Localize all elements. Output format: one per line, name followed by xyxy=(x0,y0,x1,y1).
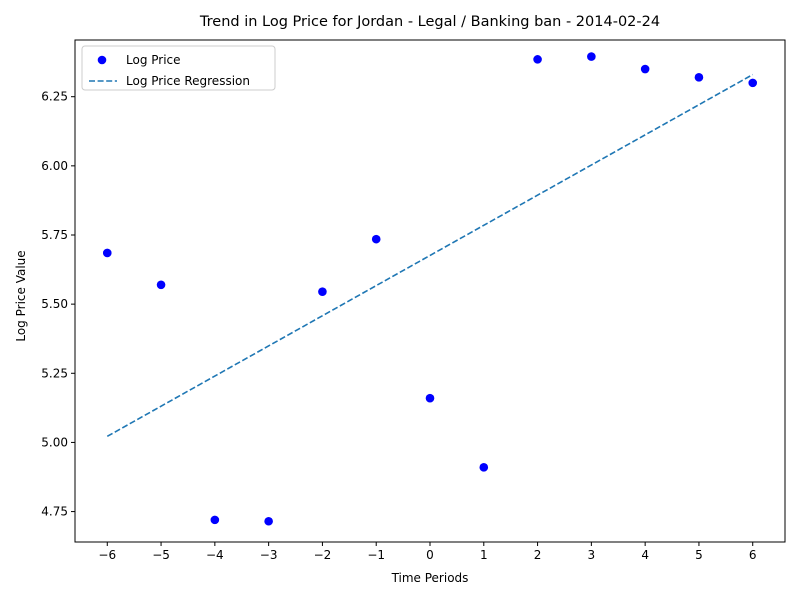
legend-label: Log Price Regression xyxy=(126,74,250,88)
legend-marker-scatter xyxy=(97,55,107,65)
x-tick-label: −2 xyxy=(314,548,332,562)
data-point xyxy=(640,64,650,74)
data-point xyxy=(156,280,166,290)
y-tick-label: 6.25 xyxy=(41,90,68,104)
y-tick-label: 5.25 xyxy=(41,366,68,380)
x-tick-label: 5 xyxy=(695,548,703,562)
data-point xyxy=(102,248,112,258)
x-tick-label: 3 xyxy=(588,548,596,562)
y-tick-label: 6.00 xyxy=(41,159,68,173)
data-point xyxy=(479,463,489,472)
legend-label: Log Price xyxy=(126,53,181,67)
x-tick-label: −6 xyxy=(98,548,116,562)
x-tick-label: 2 xyxy=(534,548,542,562)
data-point xyxy=(587,52,596,61)
chart-title: Trend in Log Price for Jordan - Legal / … xyxy=(199,14,660,30)
data-point xyxy=(371,234,381,244)
regression-line xyxy=(106,73,754,438)
legend: Log Price Log Price Regression xyxy=(81,45,276,91)
plot-area: −6 −5 −4 −3 −2 −1 0 1 2 3 4 5 6 4.75 5.00 5.25 5.50 5.75 6… xyxy=(41,39,786,562)
x-tick-label: 0 xyxy=(426,548,434,562)
y-axis-label: Log Price Value xyxy=(14,250,28,341)
y-tick-label: 4.75 xyxy=(41,505,68,519)
data-point xyxy=(694,73,704,82)
x-tick-label: −5 xyxy=(152,548,170,562)
x-tick-label: −3 xyxy=(260,548,278,562)
x-tick-label: 4 xyxy=(641,548,649,562)
x-axis-label: Time Periods xyxy=(391,571,469,585)
y-tick-label: 5.00 xyxy=(41,435,68,449)
data-point xyxy=(425,393,435,403)
data-point xyxy=(264,516,273,526)
data-point xyxy=(748,78,758,88)
x-tick-label: 6 xyxy=(749,548,757,562)
x-tick-label: −4 xyxy=(206,548,224,562)
y-tick-label: 5.50 xyxy=(41,297,68,311)
data-point xyxy=(210,515,220,525)
data-point xyxy=(533,55,542,64)
x-tick-label: 1 xyxy=(480,548,488,562)
data-point xyxy=(318,287,327,296)
legend-box xyxy=(81,45,276,91)
y-tick-label: 5.75 xyxy=(41,228,68,242)
x-tick-label: −1 xyxy=(367,548,385,562)
